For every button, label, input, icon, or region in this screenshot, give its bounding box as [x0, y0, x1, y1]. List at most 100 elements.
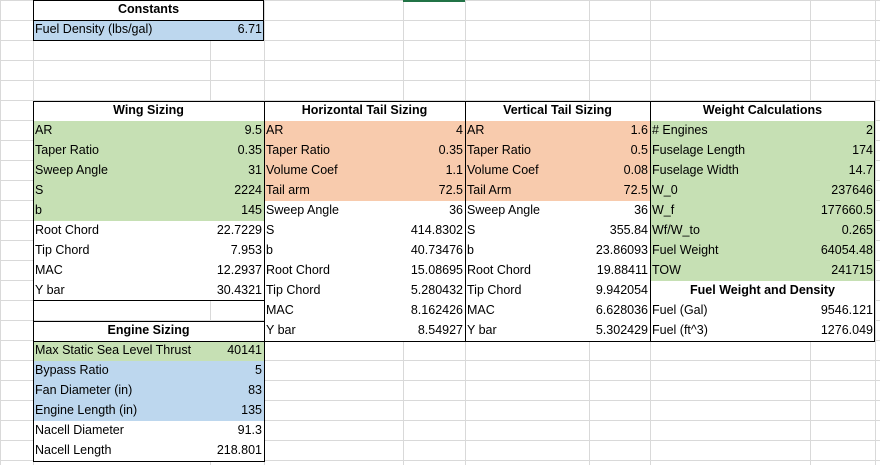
engine-row-label[interactable]: Nacell Diameter	[33, 421, 210, 441]
htail-row-label[interactable]: MAC	[264, 301, 403, 321]
htail-row-value[interactable]: 8.54927	[403, 321, 465, 341]
engine-row-label[interactable]: Nacell Length	[33, 441, 210, 461]
vtail-title: Vertical Tail Sizing	[465, 101, 650, 121]
wing-row-value[interactable]: 31	[210, 161, 264, 181]
htail-row-value[interactable]: 15.08695	[403, 261, 465, 281]
htail-row-value[interactable]: 72.5	[403, 181, 465, 201]
vtail-row-value[interactable]: 36	[589, 201, 650, 221]
engine-row-value[interactable]: 83	[210, 381, 264, 401]
wing-row-value[interactable]: 145	[210, 201, 264, 221]
htail-row-label[interactable]: AR	[264, 121, 403, 141]
wing-row-value[interactable]: 12.2937	[210, 261, 264, 281]
vtail-row-value[interactable]: 0.5	[589, 141, 650, 161]
htail-row-value[interactable]: 8.162426	[403, 301, 465, 321]
weight-row-label[interactable]: W_f	[650, 201, 810, 221]
weight-row-label[interactable]: Fuel Weight	[650, 241, 810, 261]
engine-row-label[interactable]: Engine Length (in)	[33, 401, 210, 421]
vtail-row-value[interactable]: 72.5	[589, 181, 650, 201]
weight-title: Weight Calculations	[650, 101, 875, 121]
wing-row-value[interactable]: 22.7229	[210, 221, 264, 241]
weight-row-label[interactable]: W_0	[650, 181, 810, 201]
vtail-row-label[interactable]: MAC	[465, 301, 589, 321]
wing-row-label[interactable]: Taper Ratio	[33, 141, 210, 161]
weight-row-label[interactable]: Fuselage Length	[650, 141, 810, 161]
engine-row-label[interactable]: Max Static Sea Level Thrust	[33, 341, 210, 361]
weight-row-value[interactable]: 2	[810, 121, 875, 141]
engine-row-value[interactable]: 91.3	[210, 421, 264, 441]
fuel-row-label[interactable]: Fuel (Gal)	[650, 301, 810, 321]
weight-row-label[interactable]: Wf/W_to	[650, 221, 810, 241]
vtail-row-label[interactable]: S	[465, 221, 589, 241]
wing-row-label[interactable]: MAC	[33, 261, 210, 281]
htail-row-value[interactable]: 5.280432	[403, 281, 465, 301]
vtail-row-value[interactable]: 355.84	[589, 221, 650, 241]
engine-row-label[interactable]: Fan Diameter (in)	[33, 381, 210, 401]
weight-row-value[interactable]: 174	[810, 141, 875, 161]
vtail-row-value[interactable]: 9.942054	[589, 281, 650, 301]
wing-row-value[interactable]: 2224	[210, 181, 264, 201]
vtail-row-label[interactable]: Tip Chord	[465, 281, 589, 301]
fuel-density-value[interactable]: 6.71	[210, 20, 264, 40]
wing-row-label[interactable]: b	[33, 201, 210, 221]
wing-row-value[interactable]: 0.35	[210, 141, 264, 161]
weight-row-value[interactable]: 64054.48	[810, 241, 875, 261]
weight-row-value[interactable]: 0.265	[810, 221, 875, 241]
vtail-row-label[interactable]: Sweep Angle	[465, 201, 589, 221]
htail-row-label[interactable]: Tail arm	[264, 181, 403, 201]
htail-row-value[interactable]: 36	[403, 201, 465, 221]
vtail-row-value[interactable]: 1.6	[589, 121, 650, 141]
vtail-row-label[interactable]: b	[465, 241, 589, 261]
wing-row-label[interactable]: Y bar	[33, 281, 210, 301]
htail-row-label[interactable]: Y bar	[264, 321, 403, 341]
fuel-row-label[interactable]: Fuel (ft^3)	[650, 321, 810, 341]
vtail-row-label[interactable]: Taper Ratio	[465, 141, 589, 161]
htail-row-value[interactable]: 414.8302	[403, 221, 465, 241]
fuel-title: Fuel Weight and Density	[650, 281, 875, 301]
htail-row-value[interactable]: 0.35	[403, 141, 465, 161]
htail-row-value[interactable]: 4	[403, 121, 465, 141]
vtail-row-label[interactable]: Volume Coef	[465, 161, 589, 181]
htail-row-value[interactable]: 1.1	[403, 161, 465, 181]
fuel-density-label[interactable]: Fuel Density (lbs/gal)	[33, 20, 210, 40]
htail-row-label[interactable]: Tip Chord	[264, 281, 403, 301]
weight-row-value[interactable]: 237646	[810, 181, 875, 201]
vtail-row-label[interactable]: Tail Arm	[465, 181, 589, 201]
htail-row-value[interactable]: 40.73476	[403, 241, 465, 261]
htail-row-label[interactable]: S	[264, 221, 403, 241]
fuel-row-value[interactable]: 1276.049	[810, 321, 875, 341]
htail-row-label[interactable]: b	[264, 241, 403, 261]
wing-row-value[interactable]: 30.4321	[210, 281, 264, 301]
vtail-row-label[interactable]: AR	[465, 121, 589, 141]
weight-row-value[interactable]: 177660.5	[810, 201, 875, 221]
engine-row-value[interactable]: 218.801	[210, 441, 264, 461]
wing-row-value[interactable]: 7.953	[210, 241, 264, 261]
wing-row-label[interactable]: Sweep Angle	[33, 161, 210, 181]
engine-title: Engine Sizing	[33, 321, 264, 341]
vtail-row-label[interactable]: Root Chord	[465, 261, 589, 281]
weight-row-label[interactable]: # Engines	[650, 121, 810, 141]
htail-row-label[interactable]: Root Chord	[264, 261, 403, 281]
vtail-row-value[interactable]: 0.08	[589, 161, 650, 181]
wing-row-label[interactable]: AR	[33, 121, 210, 141]
weight-row-value[interactable]: 241715	[810, 261, 875, 281]
weight-row-label[interactable]: TOW	[650, 261, 810, 281]
weight-row-value[interactable]: 14.7	[810, 161, 875, 181]
fuel-row-value[interactable]: 9546.121	[810, 301, 875, 321]
engine-row-value[interactable]: 5	[210, 361, 264, 381]
wing-row-label[interactable]: Tip Chord	[33, 241, 210, 261]
vtail-row-value[interactable]: 19.88411	[589, 261, 650, 281]
htail-row-label[interactable]: Taper Ratio	[264, 141, 403, 161]
weight-row-label[interactable]: Fuselage Width	[650, 161, 810, 181]
wing-row-value[interactable]: 9.5	[210, 121, 264, 141]
engine-row-label[interactable]: Bypass Ratio	[33, 361, 210, 381]
vtail-row-value[interactable]: 6.628036	[589, 301, 650, 321]
vtail-row-value[interactable]: 5.302429	[589, 321, 650, 341]
engine-row-value[interactable]: 40141	[210, 341, 264, 361]
engine-row-value[interactable]: 135	[210, 401, 264, 421]
wing-row-label[interactable]: Root Chord	[33, 221, 210, 241]
vtail-row-label[interactable]: Y bar	[465, 321, 589, 341]
htail-row-label[interactable]: Volume Coef	[264, 161, 403, 181]
vtail-row-value[interactable]: 23.86093	[589, 241, 650, 261]
htail-row-label[interactable]: Sweep Angle	[264, 201, 403, 221]
wing-row-label[interactable]: S	[33, 181, 210, 201]
